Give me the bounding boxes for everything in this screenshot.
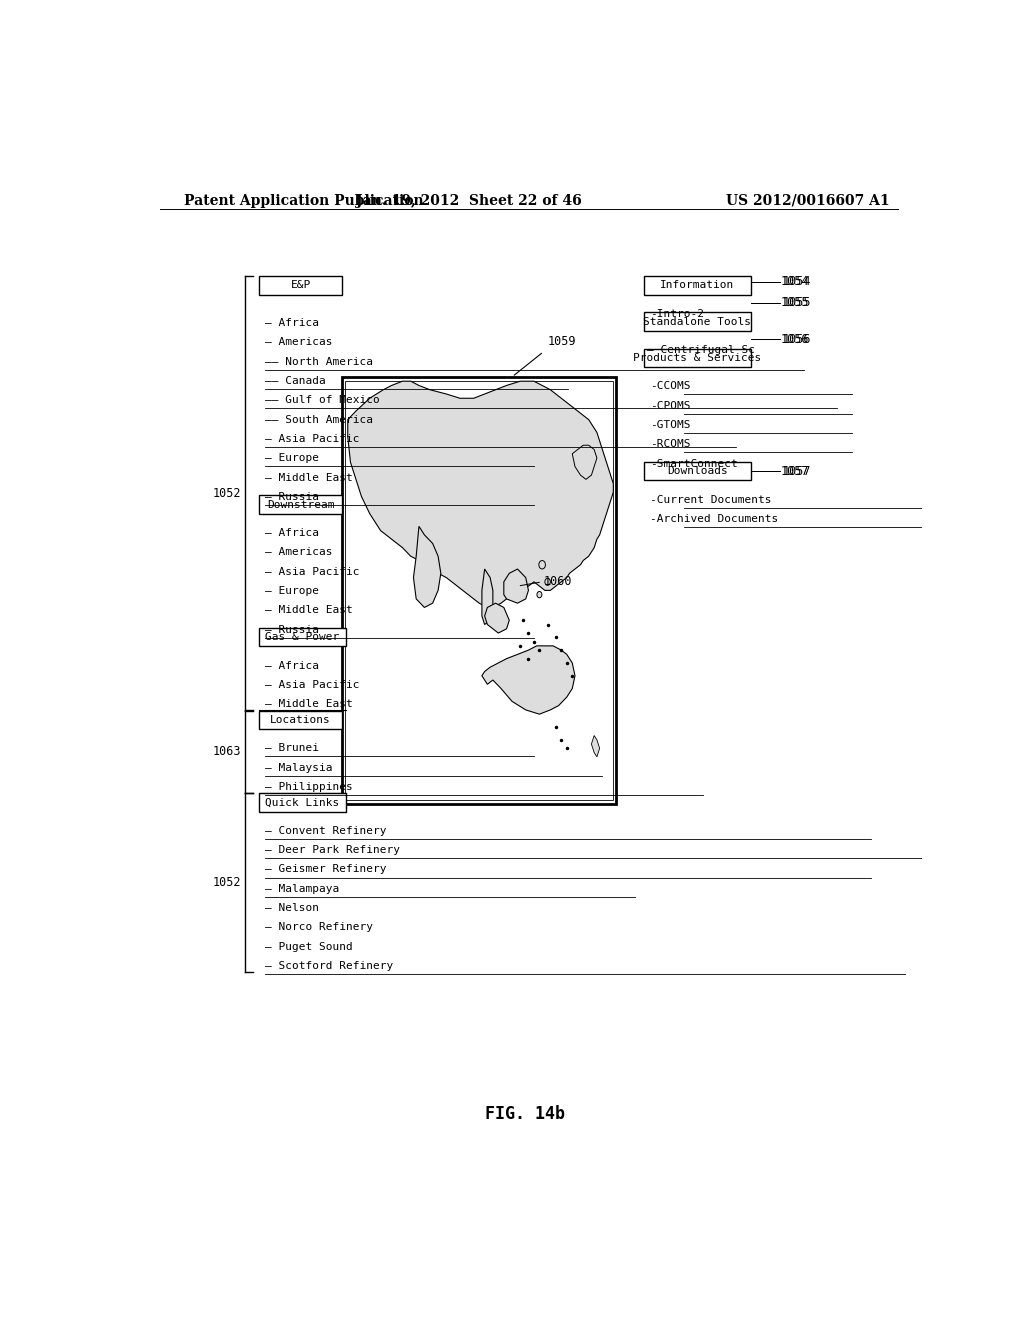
Text: Standalone Tools: Standalone Tools	[643, 317, 752, 326]
Text: – Philippines: – Philippines	[265, 781, 353, 792]
Text: – Norco Refinery: – Norco Refinery	[265, 923, 374, 932]
Text: – Africa: – Africa	[265, 528, 319, 539]
Text: –– North America: –– North America	[265, 356, 374, 367]
Text: –– South America: –– South America	[265, 414, 374, 425]
Text: – Deer Park Refinery: – Deer Park Refinery	[265, 845, 400, 855]
Text: -CCOMS: -CCOMS	[650, 381, 691, 391]
Text: – Africa: – Africa	[265, 318, 319, 329]
Bar	[259, 628, 346, 647]
Text: -RCOMS: -RCOMS	[650, 440, 691, 449]
Text: –– Gulf of Mexico: –– Gulf of Mexico	[265, 395, 380, 405]
Text: E&P: E&P	[291, 280, 310, 290]
Text: 1052: 1052	[213, 876, 242, 890]
Text: – Scotford Refinery: – Scotford Refinery	[265, 961, 393, 972]
Text: – Africa: – Africa	[265, 661, 319, 671]
Text: Jan. 19, 2012  Sheet 22 of 46: Jan. 19, 2012 Sheet 22 of 46	[356, 194, 582, 209]
Text: – Asia Pacific: – Asia Pacific	[265, 434, 359, 444]
Polygon shape	[414, 527, 441, 607]
Text: – Convent Refinery: – Convent Refinery	[265, 826, 387, 836]
Text: 1055: 1055	[782, 296, 811, 309]
Text: -Current Documents: -Current Documents	[650, 495, 772, 504]
Text: – Middle East: – Middle East	[265, 606, 353, 615]
Text: Information: Information	[660, 280, 734, 290]
Text: – Malampaya: – Malampaya	[265, 884, 340, 894]
Text: – Middle East: – Middle East	[265, 473, 353, 483]
Bar	[259, 495, 342, 513]
Bar	[259, 710, 342, 729]
Text: – Brunei: – Brunei	[265, 743, 319, 754]
Text: US 2012/0016607 A1: US 2012/0016607 A1	[726, 194, 890, 209]
Bar	[342, 378, 616, 804]
Text: – Americas: – Americas	[265, 338, 333, 347]
Polygon shape	[482, 569, 493, 624]
Text: Locations: Locations	[270, 715, 331, 725]
Polygon shape	[482, 645, 575, 714]
Text: – Nelson: – Nelson	[265, 903, 319, 913]
Text: – Russia: – Russia	[265, 492, 319, 502]
Text: 1057: 1057	[781, 465, 810, 478]
Bar	[644, 276, 751, 294]
Text: – Europe: – Europe	[265, 453, 319, 463]
Text: – Geismer Refinery: – Geismer Refinery	[265, 865, 387, 874]
Text: 1056: 1056	[781, 333, 810, 346]
Text: -GTOMS: -GTOMS	[650, 420, 691, 430]
Text: -Intro-2: -Intro-2	[650, 309, 705, 319]
Polygon shape	[484, 603, 509, 634]
Text: FIG. 14b: FIG. 14b	[484, 1105, 565, 1123]
Text: – Russia: – Russia	[265, 624, 319, 635]
Text: Downloads: Downloads	[667, 466, 728, 477]
Text: -SmartConnect: -SmartConnect	[650, 458, 738, 469]
Text: – Middle East: – Middle East	[265, 700, 353, 709]
Text: Gas & Power: Gas & Power	[265, 632, 340, 643]
Bar	[644, 313, 751, 331]
Text: 1054: 1054	[782, 276, 811, 288]
Text: 1057: 1057	[782, 465, 811, 478]
Polygon shape	[348, 381, 613, 607]
Text: – Centrifugal Sc: – Centrifugal Sc	[647, 345, 755, 355]
Bar	[259, 276, 342, 294]
Text: 1059: 1059	[548, 335, 577, 348]
Text: – Malaysia: – Malaysia	[265, 763, 333, 772]
Circle shape	[539, 561, 546, 569]
Bar	[644, 462, 751, 480]
Text: Patent Application Publication: Patent Application Publication	[183, 194, 423, 209]
Polygon shape	[592, 735, 600, 756]
Text: 1054: 1054	[781, 276, 810, 288]
Bar	[644, 348, 751, 367]
Text: Downstream: Downstream	[267, 499, 335, 510]
Text: -Archived Documents: -Archived Documents	[650, 513, 778, 524]
Text: – Puget Sound: – Puget Sound	[265, 941, 353, 952]
Text: – Asia Pacific: – Asia Pacific	[265, 680, 359, 690]
Text: 1056: 1056	[782, 333, 811, 346]
Text: 1052: 1052	[213, 487, 242, 500]
Text: Products & Services: Products & Services	[633, 352, 762, 363]
Text: – Americas: – Americas	[265, 548, 333, 557]
Circle shape	[545, 578, 550, 585]
Text: –– Canada: –– Canada	[265, 376, 326, 385]
Bar	[259, 793, 346, 812]
Text: 1063: 1063	[213, 746, 242, 758]
Text: – Europe: – Europe	[265, 586, 319, 595]
Text: -CPOMS: -CPOMS	[650, 400, 691, 411]
Circle shape	[537, 591, 542, 598]
Text: 1055: 1055	[781, 296, 810, 309]
Bar	[345, 381, 613, 800]
Polygon shape	[504, 569, 528, 603]
Text: Quick Links: Quick Links	[265, 797, 340, 808]
Text: 1060: 1060	[544, 576, 572, 589]
Polygon shape	[572, 445, 597, 479]
Text: – Asia Pacific: – Asia Pacific	[265, 566, 359, 577]
